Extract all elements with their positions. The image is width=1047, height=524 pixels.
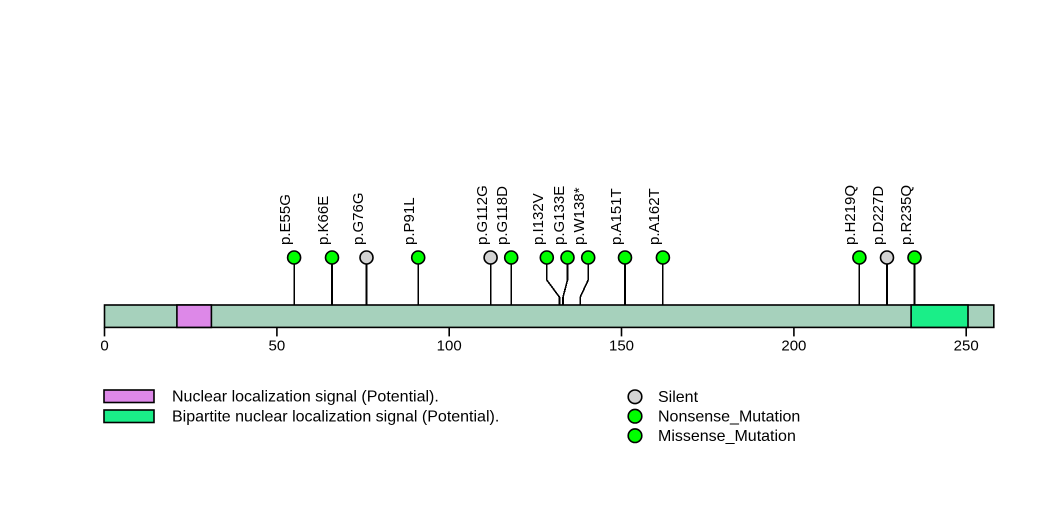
svg-text:100: 100 [437, 337, 462, 354]
svg-text:Nuclear localization signal (P: Nuclear localization signal (Potential). [172, 389, 439, 406]
svg-text:Silent: Silent [658, 389, 699, 406]
svg-text:Bipartite nuclear localization: Bipartite nuclear localization signal (P… [172, 409, 499, 426]
svg-text:0: 0 [100, 337, 108, 354]
svg-text:150: 150 [609, 337, 634, 354]
svg-text:Missense_Mutation: Missense_Mutation [658, 428, 796, 445]
svg-text:Nonsense_Mutation: Nonsense_Mutation [658, 408, 800, 425]
svg-text:200: 200 [781, 337, 806, 354]
svg-text:250: 250 [954, 337, 979, 354]
svg-text:50: 50 [269, 337, 286, 354]
